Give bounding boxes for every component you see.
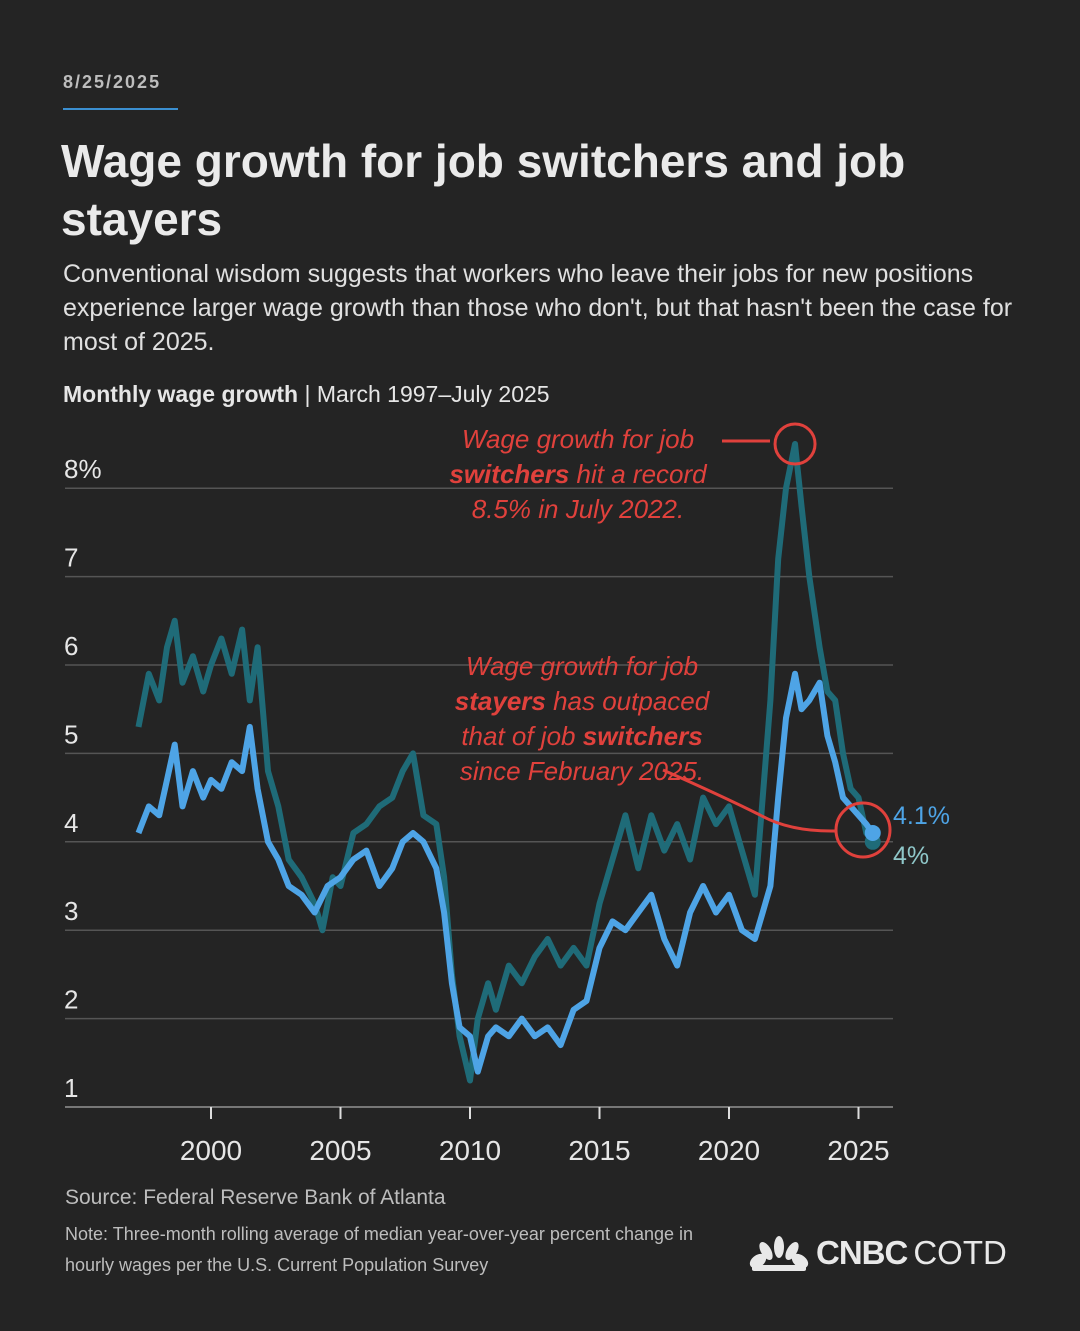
annotation-text: since February 2025. — [460, 756, 704, 786]
logo-brand: CNBC — [816, 1234, 908, 1271]
series-line-stayers — [135, 670, 876, 1075]
y-tick-label: 6 — [64, 631, 78, 661]
end-label: 4.1% — [893, 802, 950, 830]
subtitle: Conventional wisdom suggests that worker… — [63, 260, 1013, 356]
chart-label-range: | March 1997–July 2025 — [298, 381, 550, 407]
end-point — [864, 824, 881, 841]
series-line-switchers — [135, 441, 876, 1084]
annotation-segment: that of job — [461, 721, 582, 751]
annotation-segment: 8.5% in July 2022. — [472, 494, 684, 524]
y-tick-label: 4 — [64, 808, 78, 838]
x-tick-label: 2015 — [568, 1135, 630, 1166]
y-tick-label: 7 — [64, 543, 78, 573]
annotation-text: stayers has outpaced — [455, 686, 711, 716]
x-tick-label: 2025 — [827, 1135, 889, 1166]
annotation-segment: since February 2025. — [460, 756, 704, 786]
cnbc-logo: CNBC COTD — [748, 1234, 1007, 1272]
annotation-segment: Wage growth for job — [466, 651, 698, 681]
y-tick-label: 2 — [64, 985, 78, 1015]
annotation-segment: switchers — [583, 721, 703, 751]
annotation-text: 8.5% in July 2022. — [472, 494, 684, 524]
annotation-text: that of job switchers — [461, 721, 702, 751]
page-title: Wage growth for job switchers and job st… — [61, 135, 906, 245]
end-label: 4% — [893, 842, 929, 870]
annotation-segment: Wage growth for job — [462, 424, 694, 454]
date: 8/25/2025 — [63, 72, 162, 92]
chart-label-bold: Monthly wage growth — [63, 381, 299, 407]
peak-highlight-circle — [773, 422, 817, 466]
y-tick-label: 5 — [64, 719, 78, 749]
y-tick-label: 3 — [64, 896, 78, 926]
annotation-leader — [662, 768, 837, 833]
annotation-text: switchers hit a record — [449, 459, 708, 489]
logo-suffix: COTD — [913, 1234, 1007, 1271]
y-tick-label: 1 — [64, 1073, 78, 1103]
annotation-segment: hit a record — [569, 459, 708, 489]
annotation-text: Wage growth for job — [462, 424, 694, 454]
source: Source: Federal Reserve Bank of Atlanta — [65, 1186, 446, 1209]
note: Note: Three-month rolling average of med… — [65, 1224, 694, 1275]
crossover-highlight-circle — [834, 801, 892, 859]
annotation-segment: stayers — [455, 686, 546, 716]
x-tick-label: 2010 — [439, 1135, 501, 1166]
x-tick-label: 2000 — [180, 1135, 242, 1166]
peacock-icon — [749, 1236, 809, 1271]
annotation-text: Wage growth for job — [466, 651, 698, 681]
x-tick-label: 2020 — [698, 1135, 760, 1166]
annotation-segment: switchers — [449, 459, 569, 489]
x-tick-label: 2005 — [309, 1135, 371, 1166]
date-divider — [63, 108, 178, 110]
annotation-segment: has outpaced — [546, 686, 711, 716]
chart-label: Monthly wage growth | March 1997–July 20… — [63, 381, 550, 408]
y-tick-label: 8% — [64, 454, 102, 484]
